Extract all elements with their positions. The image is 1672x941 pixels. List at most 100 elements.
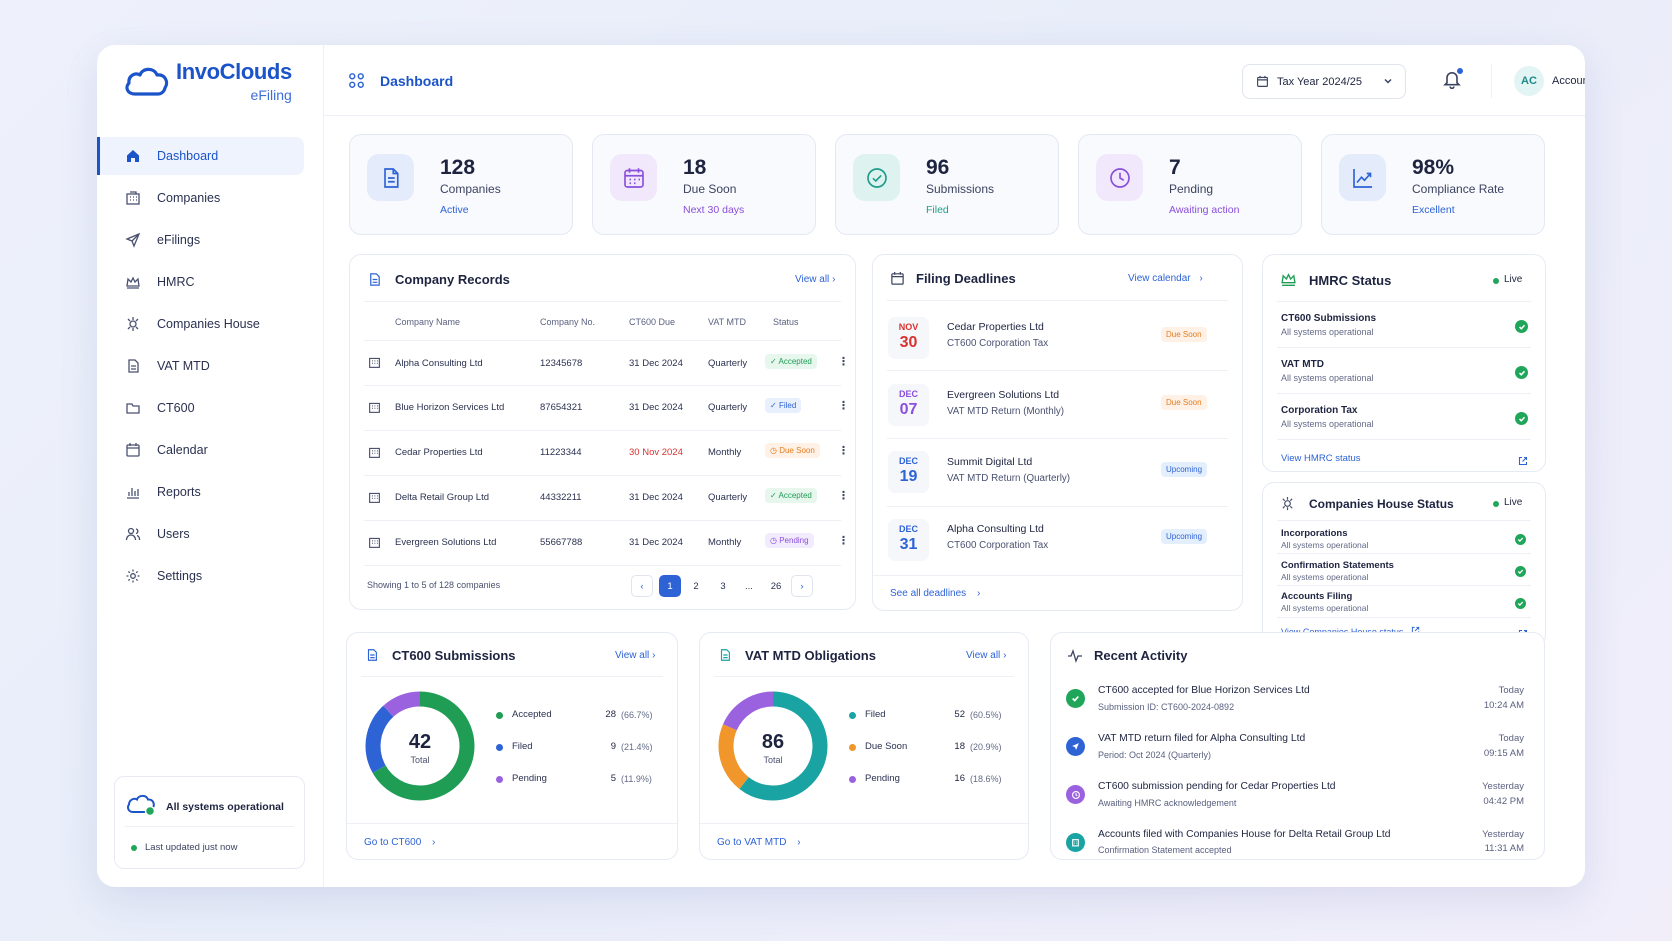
sidebar-item-companies[interactable]: Companies bbox=[97, 179, 324, 217]
deadline-item[interactable]: DEC 19 Summit Digital Ltd VAT MTD Return … bbox=[873, 444, 1242, 502]
divider bbox=[887, 506, 1228, 507]
page-button[interactable]: 3 bbox=[720, 580, 726, 592]
cloud-logo-icon bbox=[125, 67, 169, 96]
go-to-vat-mtd-link[interactable]: Go to VAT MTD › bbox=[717, 837, 801, 848]
legend-label: Pending bbox=[512, 773, 547, 784]
main-content: 128 Companies Active 18 Due Soon Next 30… bbox=[324, 116, 1585, 887]
link-label: See all deadlines bbox=[890, 588, 967, 599]
row-menu-button[interactable]: ⋮ bbox=[838, 356, 849, 368]
legend-value: 5 bbox=[610, 773, 616, 784]
user-menu[interactable]: AC Accountant bbox=[1514, 64, 1585, 98]
divider bbox=[364, 565, 841, 566]
stat-card-compliance[interactable]: 98% Compliance Rate Excellent bbox=[1321, 134, 1545, 235]
prev-page-button[interactable]: ‹ bbox=[631, 575, 653, 597]
vat-frequency: Quarterly bbox=[708, 402, 748, 413]
deadline-day: 19 bbox=[899, 468, 918, 485]
row-menu-button[interactable]: ⋮ bbox=[838, 535, 849, 547]
activity-sub: Awaiting HMRC acknowledgement bbox=[1098, 798, 1237, 808]
legend-dot bbox=[849, 776, 856, 783]
sidebar-item-calendar[interactable]: Calendar bbox=[97, 431, 324, 469]
system-status-title: All systems operational bbox=[166, 801, 284, 813]
sidebar-item-users[interactable]: Users bbox=[97, 515, 324, 553]
stat-value: 7 bbox=[1169, 156, 1181, 179]
company-name: Cedar Properties Ltd bbox=[395, 447, 483, 458]
table-row[interactable]: Alpha Consulting Ltd 12345678 31 Dec 202… bbox=[350, 341, 855, 385]
sidebar-item-dashboard[interactable]: Dashboard bbox=[97, 137, 304, 175]
activity-item[interactable]: CT600 submission pending for Cedar Prope… bbox=[1051, 779, 1544, 823]
see-all-deadlines-link[interactable]: See all deadlines › bbox=[890, 588, 980, 599]
table-row[interactable]: Blue Horizon Services Ltd 87654321 31 De… bbox=[350, 386, 855, 430]
page-button[interactable]: 1 bbox=[659, 575, 681, 597]
link-label: Go to VAT MTD bbox=[717, 837, 787, 848]
stat-card-pending[interactable]: 7 Pending Awaiting action bbox=[1078, 134, 1302, 235]
row-menu-button[interactable]: ⋮ bbox=[838, 490, 849, 502]
ct600-donut-chart bbox=[365, 691, 475, 801]
deadline-day: 30 bbox=[899, 334, 918, 351]
external-link-icon[interactable] bbox=[1518, 453, 1528, 471]
company-name: Blue Horizon Services Ltd bbox=[395, 402, 505, 413]
activity-title: Accounts filed with Companies House for … bbox=[1098, 829, 1391, 840]
page-button[interactable]: 2 bbox=[693, 580, 699, 592]
logo[interactable]: InvoClouds eFiling bbox=[123, 59, 292, 103]
table-row[interactable]: Delta Retail Group Ltd 44332211 31 Dec 2… bbox=[350, 476, 855, 520]
home-icon bbox=[124, 147, 142, 165]
sidebar-item-efilings[interactable]: eFilings bbox=[97, 221, 324, 259]
donut-segment-pending bbox=[718, 691, 828, 801]
check-icon bbox=[1066, 689, 1085, 708]
calendar-icon bbox=[610, 154, 657, 201]
activity-item[interactable]: Accounts filed with Companies House for … bbox=[1051, 827, 1544, 861]
avatar: AC bbox=[1514, 66, 1544, 96]
live-dot bbox=[1493, 278, 1499, 284]
activity-date: Yesterday bbox=[1482, 781, 1524, 792]
brand-name: InvoClouds bbox=[176, 59, 292, 84]
activity-item[interactable]: CT600 accepted for Blue Horizon Services… bbox=[1051, 683, 1544, 727]
row-menu-button[interactable]: ⋮ bbox=[838, 400, 849, 412]
stat-card-companies[interactable]: 128 Companies Active bbox=[349, 134, 573, 235]
sidebar-item-label: Users bbox=[157, 527, 190, 541]
divider bbox=[1277, 520, 1531, 521]
view-all-link[interactable]: View all › bbox=[615, 650, 655, 661]
page-button[interactable]: 26 bbox=[770, 580, 782, 592]
sidebar-item-ct600[interactable]: CT600 bbox=[97, 389, 324, 427]
stat-sub: Active bbox=[440, 204, 469, 216]
legend-label: Accepted bbox=[512, 709, 552, 720]
status-text: Accepted bbox=[778, 491, 812, 500]
next-page-button[interactable]: › bbox=[791, 575, 813, 597]
view-calendar-link[interactable]: View calendar › bbox=[1128, 273, 1203, 284]
deadline-item[interactable]: DEC 07 Evergreen Solutions Ltd VAT MTD Re… bbox=[873, 377, 1242, 435]
go-to-ct600-link[interactable]: Go to CT600 › bbox=[364, 837, 435, 848]
check-icon bbox=[1515, 534, 1526, 545]
stat-card-due-soon[interactable]: 18 Due Soon Next 30 days bbox=[592, 134, 816, 235]
row-menu-button[interactable]: ⋮ bbox=[838, 445, 849, 457]
deadline-item[interactable]: DEC 31 Alpha Consulting Ltd CT600 Corpora… bbox=[873, 512, 1242, 570]
stat-card-submissions[interactable]: 96 Submissions Filed bbox=[835, 134, 1059, 235]
activity-item[interactable]: VAT MTD return filed for Alpha Consultin… bbox=[1051, 731, 1544, 775]
document-icon bbox=[124, 357, 142, 375]
view-all-link[interactable]: View all › bbox=[795, 274, 835, 285]
ct600-due: 31 Dec 2024 bbox=[629, 402, 683, 413]
sidebar-item-reports[interactable]: Reports bbox=[97, 473, 324, 511]
crown-icon bbox=[1280, 271, 1297, 293]
check-circle-icon bbox=[853, 154, 900, 201]
clock-icon bbox=[1096, 154, 1143, 201]
notifications-button[interactable] bbox=[1442, 67, 1466, 93]
sidebar-item-companies-house[interactable]: Companies House bbox=[97, 305, 324, 343]
tax-year-select[interactable]: Tax Year 2024/25 bbox=[1242, 64, 1406, 99]
status-badge: ✓ Accepted bbox=[765, 354, 817, 369]
sidebar-item-hmrc[interactable]: HMRC bbox=[97, 263, 324, 301]
table-row[interactable]: Evergreen Solutions Ltd 55667788 31 Dec … bbox=[350, 521, 855, 565]
column-header: Status bbox=[773, 317, 799, 327]
view-all-link[interactable]: View all › bbox=[966, 650, 1006, 661]
sidebar-item-settings[interactable]: Settings bbox=[97, 557, 324, 595]
building-icon bbox=[368, 356, 381, 374]
stat-sub: Awaiting action bbox=[1169, 204, 1240, 216]
divider bbox=[364, 475, 841, 476]
deadline-item[interactable]: NOV 30 Cedar Properties Ltd CT600 Corpora… bbox=[873, 310, 1242, 368]
status-name: VAT MTD bbox=[1281, 359, 1324, 370]
deadline-badge: Upcoming bbox=[1161, 462, 1208, 477]
stat-value: 128 bbox=[440, 156, 476, 179]
sidebar-item-vat-mtd[interactable]: VAT MTD bbox=[97, 347, 324, 385]
table-row[interactable]: Cedar Properties Ltd 11223344 30 Nov 202… bbox=[350, 431, 855, 475]
view-hmrc-status-link[interactable]: View HMRC status bbox=[1281, 453, 1361, 464]
status-sub: All systems operational bbox=[1281, 327, 1374, 337]
